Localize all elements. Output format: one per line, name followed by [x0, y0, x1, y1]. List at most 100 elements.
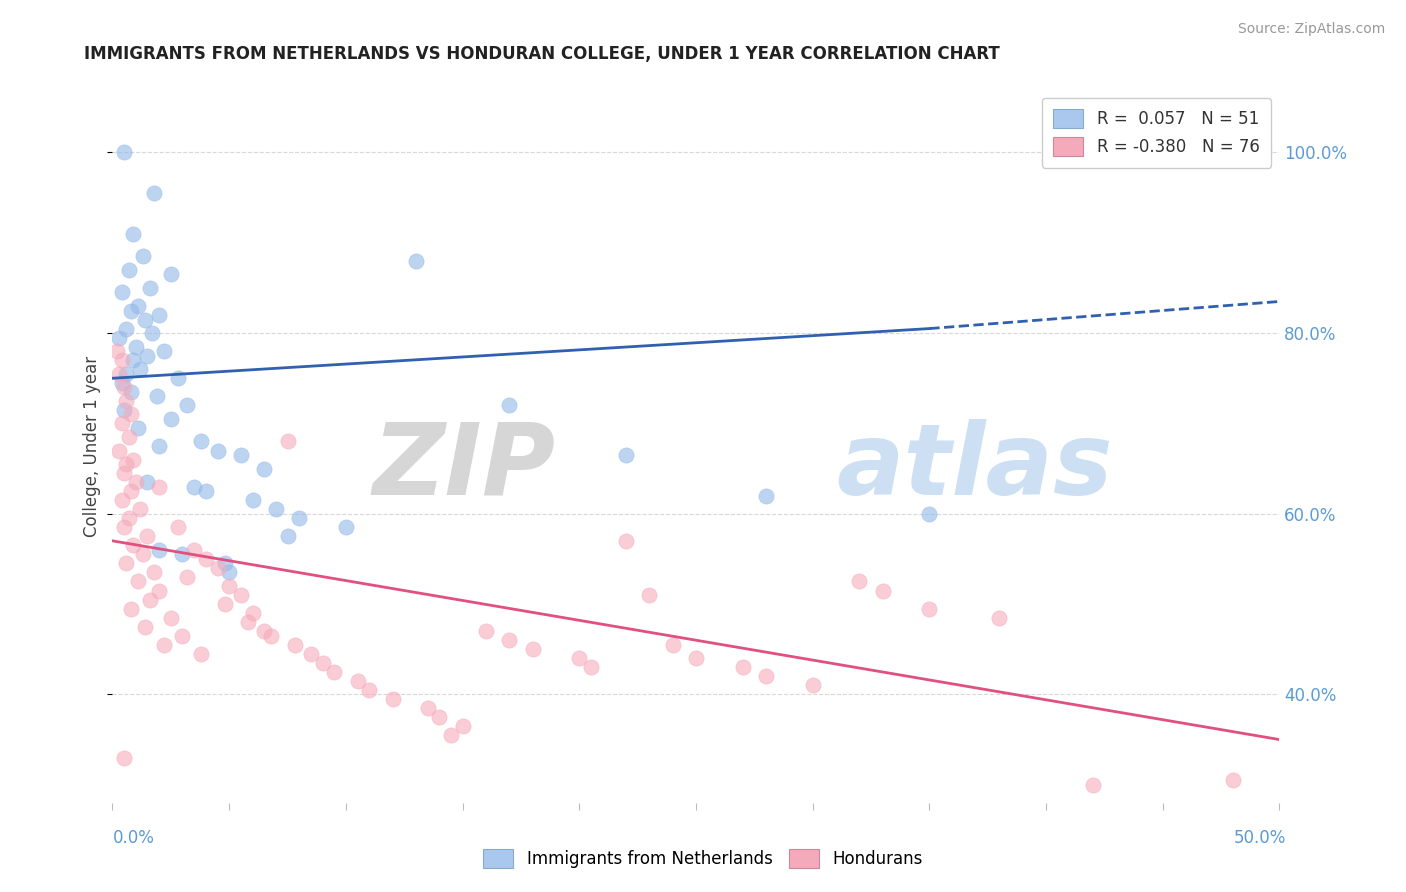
Point	[190, 647, 212, 661]
Point	[143, 186, 166, 200]
Point	[115, 321, 138, 335]
Point	[122, 227, 145, 241]
Point	[120, 601, 142, 615]
Point	[118, 430, 141, 444]
Point	[755, 669, 778, 683]
Point	[153, 344, 176, 359]
Point	[148, 542, 170, 557]
Point	[172, 629, 194, 643]
Point	[120, 484, 142, 499]
Point	[118, 263, 141, 277]
Point	[134, 312, 156, 326]
Point	[498, 398, 520, 412]
Point	[112, 145, 135, 160]
Point	[108, 330, 131, 344]
Point	[405, 253, 427, 268]
Point	[451, 719, 474, 733]
Point	[136, 529, 159, 543]
Point	[111, 376, 134, 390]
Point	[122, 538, 145, 552]
Point	[207, 443, 229, 458]
Point	[139, 281, 162, 295]
Point	[111, 417, 134, 431]
Point	[685, 651, 707, 665]
Point	[176, 570, 198, 584]
Point	[1081, 778, 1104, 792]
Text: atlas: atlas	[837, 419, 1112, 516]
Point	[183, 542, 205, 557]
Point	[1222, 773, 1244, 788]
Point	[359, 682, 381, 697]
Point	[148, 583, 170, 598]
Point	[112, 750, 135, 764]
Point	[115, 367, 138, 381]
Point	[118, 511, 141, 525]
Legend: R =  0.057   N = 51, R = -0.380   N = 76: R = 0.057 N = 51, R = -0.380 N = 76	[1042, 97, 1271, 168]
Point	[416, 701, 439, 715]
Point	[108, 367, 131, 381]
Point	[264, 502, 287, 516]
Point	[148, 480, 170, 494]
Point	[276, 529, 298, 543]
Point	[125, 475, 148, 490]
Point	[129, 502, 152, 516]
Y-axis label: College, Under 1 year: College, Under 1 year	[83, 355, 101, 537]
Point	[132, 249, 155, 263]
Point	[194, 552, 217, 566]
Point	[160, 412, 183, 426]
Point	[112, 380, 135, 394]
Point	[129, 362, 152, 376]
Point	[229, 588, 252, 602]
Point	[127, 574, 149, 589]
Point	[148, 439, 170, 453]
Point	[112, 402, 135, 417]
Point	[427, 710, 450, 724]
Point	[160, 610, 183, 624]
Point	[311, 656, 333, 670]
Point	[120, 408, 142, 422]
Point	[122, 452, 145, 467]
Point	[115, 457, 138, 471]
Point	[872, 583, 894, 598]
Text: Source: ZipAtlas.com: Source: ZipAtlas.com	[1237, 22, 1385, 37]
Point	[136, 349, 159, 363]
Point	[111, 493, 134, 508]
Point	[731, 660, 754, 674]
Point	[111, 353, 134, 368]
Point	[276, 434, 298, 449]
Point	[141, 326, 163, 340]
Point	[568, 651, 591, 665]
Point	[146, 389, 169, 403]
Point	[242, 493, 264, 508]
Point	[136, 475, 159, 490]
Point	[194, 484, 217, 499]
Text: 0.0%: 0.0%	[112, 829, 155, 847]
Point	[207, 561, 229, 575]
Point	[346, 673, 368, 688]
Point	[115, 557, 138, 571]
Point	[242, 606, 264, 620]
Point	[214, 597, 236, 611]
Point	[918, 601, 941, 615]
Point	[120, 384, 142, 399]
Point	[122, 353, 145, 368]
Point	[127, 421, 149, 435]
Point	[918, 507, 941, 521]
Point	[440, 728, 463, 742]
Point	[134, 620, 156, 634]
Text: 50.0%: 50.0%	[1234, 829, 1286, 847]
Point	[638, 588, 661, 602]
Point	[475, 624, 498, 639]
Point	[112, 520, 135, 534]
Point	[111, 285, 134, 300]
Point	[522, 642, 544, 657]
Text: ZIP: ZIP	[373, 419, 555, 516]
Point	[125, 340, 148, 354]
Point	[183, 480, 205, 494]
Point	[299, 647, 322, 661]
Point	[190, 434, 212, 449]
Point	[139, 592, 162, 607]
Point	[755, 489, 778, 503]
Legend: Immigrants from Netherlands, Hondurans: Immigrants from Netherlands, Hondurans	[477, 842, 929, 875]
Text: IMMIGRANTS FROM NETHERLANDS VS HONDURAN COLLEGE, UNDER 1 YEAR CORRELATION CHART: IMMIGRANTS FROM NETHERLANDS VS HONDURAN …	[84, 45, 1000, 62]
